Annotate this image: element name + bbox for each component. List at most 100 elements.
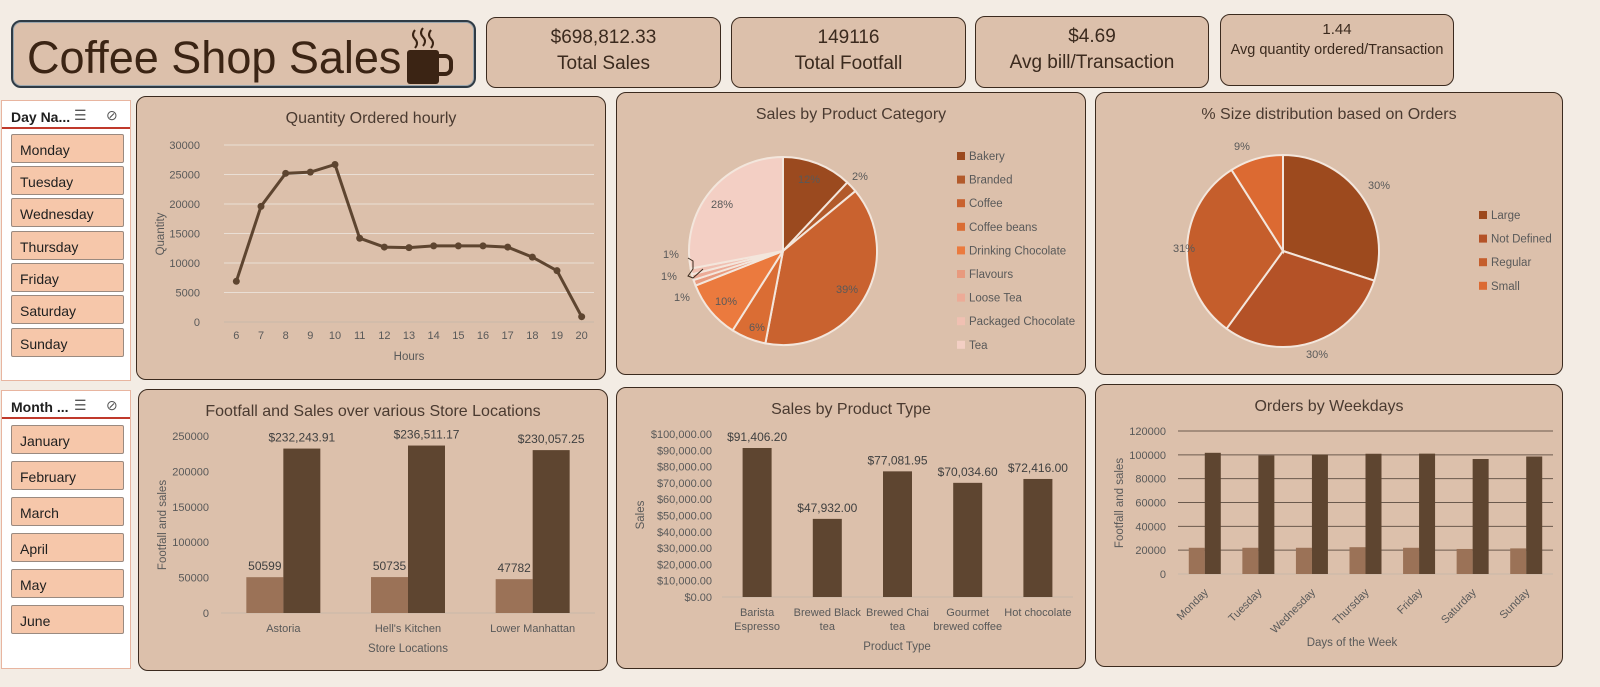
y-tick-label: 20000 <box>1135 545 1166 557</box>
x-tick-label: Barista <box>740 607 775 619</box>
locations-chart-card: Footfall and Sales over various Store Lo… <box>138 389 608 671</box>
bar <box>1295 547 1312 574</box>
kpi-label: Avg quantity ordered/Transaction <box>1230 42 1444 58</box>
series-line <box>234 162 583 318</box>
data-point <box>380 243 388 251</box>
data-point <box>504 243 512 251</box>
data-point <box>553 267 561 275</box>
chart-title: Orders by Weekdays <box>1254 398 1404 415</box>
slicer-item-sunday[interactable]: Sunday <box>11 328 124 357</box>
multi-select-icon[interactable]: ☰ <box>74 397 87 413</box>
bar <box>246 577 284 613</box>
clear-filter-icon[interactable]: ⊘ <box>106 397 118 413</box>
legend-swatch <box>1479 211 1487 219</box>
pie-slice <box>1225 249 1376 348</box>
x-tick-label: Saturday <box>1439 586 1479 626</box>
x-tick-label: 16 <box>477 330 489 342</box>
slice-label: 28% <box>711 199 733 211</box>
slice-label: 39% <box>836 284 858 296</box>
bar <box>1204 452 1221 574</box>
x-tick-label: 11 <box>354 330 365 342</box>
slicer-item-thursday[interactable]: Thursday <box>11 231 124 260</box>
pie-slice <box>1230 153 1284 255</box>
slice-label: 10% <box>715 296 737 308</box>
slice-label: 1% <box>663 249 679 261</box>
product-type-bar-chart: $100,000.00 $90,000.00 $80,000.00 $70,000.0… <box>635 429 1073 653</box>
data-label: $47,932.00 <box>797 501 857 515</box>
y-tick-label: $60,000.00 <box>657 494 712 506</box>
y-tick-label: 120000 <box>1129 426 1166 438</box>
x-tick-label: 10 <box>329 330 341 342</box>
clear-filter-icon[interactable]: ⊘ <box>106 107 118 123</box>
bar <box>1023 478 1053 597</box>
slicer-item-march[interactable]: March <box>11 497 124 526</box>
x-tick-label: Brewed Chai <box>866 607 929 619</box>
kpi-value: $698,812.33 <box>550 27 657 48</box>
slicer-item-april[interactable]: April <box>11 533 124 562</box>
slicer-item-june[interactable]: June <box>11 605 124 634</box>
slice-label: 1% <box>661 271 677 283</box>
legend-swatch <box>957 270 965 278</box>
slicer-item-saturday[interactable]: Saturday <box>11 295 124 324</box>
pie-slice <box>1282 153 1380 282</box>
slice-label: 1% <box>674 292 690 304</box>
multi-select-icon[interactable]: ☰ <box>74 107 87 123</box>
kpi-label: Total Footfall <box>794 53 903 74</box>
slice-label: 30% <box>1306 349 1328 361</box>
weekdays-bar-chart: 120000 100000 80000 60000 40000 20000 0 Monday T… <box>1114 426 1553 649</box>
kpi-avg-bill: $4.69 Avg bill/Transaction <box>975 16 1209 88</box>
slice-label: 2% <box>852 171 868 183</box>
y-axis-label: Sales <box>635 500 647 529</box>
x-tick-label: Brewed Black <box>794 607 862 619</box>
y-tick-label: $90,000.00 <box>657 445 712 457</box>
x-tick-label: Thursday <box>1331 586 1372 627</box>
legend-swatch <box>1479 258 1487 267</box>
slicer-item-friday[interactable]: Friday <box>11 263 124 292</box>
data-point <box>405 244 413 252</box>
bar <box>953 482 983 597</box>
x-tick-label: 12 <box>378 330 390 342</box>
y-tick-label: 25000 <box>169 170 200 182</box>
bar <box>883 471 912 597</box>
pie-slice <box>1186 168 1285 331</box>
kpi-label: Avg bill/Transaction <box>1009 52 1175 73</box>
data-label: $72,416.00 <box>1008 461 1068 475</box>
bar <box>1510 548 1527 574</box>
slice-label: 30% <box>1368 180 1390 192</box>
legend-label: Small <box>1491 281 1520 293</box>
data-point <box>528 253 536 261</box>
bar <box>1188 547 1205 574</box>
slicer-item-tuesday[interactable]: Tuesday <box>11 166 124 195</box>
x-tick-label: 9 <box>307 330 313 342</box>
legend-label: Coffee <box>969 198 1003 210</box>
legend-swatch <box>957 293 965 302</box>
dashboard-title: Coffee Shop Sales <box>27 32 402 83</box>
bar <box>1526 456 1543 574</box>
legend-swatch <box>1479 234 1487 243</box>
slicer-item-may[interactable]: May <box>11 569 124 598</box>
slicer-item-january[interactable]: January <box>11 425 124 454</box>
size-chart-card: % Size distribution based on Orders 30% L… <box>1095 92 1563 375</box>
x-tick-label: 20 <box>576 330 588 342</box>
legend-swatch <box>957 199 965 208</box>
y-axis-label: Footfall and sales <box>157 480 169 570</box>
slicer-item-february[interactable]: February <box>11 461 124 490</box>
slicer-item-wednesday[interactable]: Wednesday <box>11 198 124 227</box>
x-tick-label: 18 <box>526 330 538 342</box>
y-tick-label: 100000 <box>1129 450 1166 462</box>
data-label: 50599 <box>248 559 282 573</box>
legend-label: Loose Tea <box>969 293 1022 305</box>
legend-swatch <box>957 175 965 184</box>
legend-swatch <box>957 246 965 255</box>
y-tick-label: 15000 <box>169 229 200 241</box>
legend-swatch <box>1479 281 1487 290</box>
legend-label: Not Defined <box>1491 234 1552 246</box>
slicer-item-monday[interactable]: Monday <box>11 134 124 163</box>
bar <box>408 445 445 613</box>
kpi-total-sales: $698,812.33 Total Sales <box>486 17 721 88</box>
bar <box>1258 455 1275 574</box>
chart-title: Sales by Product Category <box>755 106 947 123</box>
kpi-total-footfall: 149116 Total Footfall <box>731 17 966 88</box>
bar <box>1456 548 1473 574</box>
y-tick-label: $50,000.00 <box>657 511 712 523</box>
